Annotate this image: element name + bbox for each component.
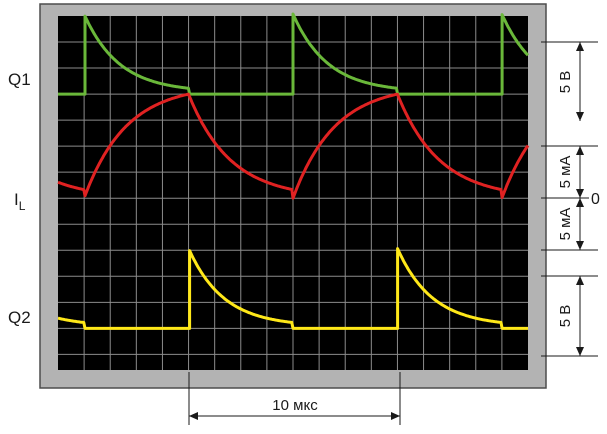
label-il: IL bbox=[14, 190, 26, 213]
label-il-sub: L bbox=[19, 199, 26, 213]
time-marker-arrowheads bbox=[189, 412, 400, 420]
trace-il bbox=[57, 92, 530, 200]
scale-il-zero-label: 0 bbox=[591, 191, 600, 208]
trace-q2 bbox=[57, 247, 529, 330]
scope-traces bbox=[57, 12, 530, 330]
label-il-main: I bbox=[14, 190, 19, 209]
trace-q1 bbox=[57, 12, 530, 96]
scale-q1-label: 5 В bbox=[557, 71, 574, 94]
time-marker-label: 10 мкс bbox=[272, 397, 318, 414]
scale-il-upper-label: 5 мА bbox=[557, 156, 574, 189]
label-q1: Q1 bbox=[8, 70, 31, 89]
time-marker bbox=[188, 372, 401, 425]
scale-arrowheads bbox=[576, 42, 584, 356]
scale-q2-label: 5 В bbox=[557, 305, 574, 328]
scale-il-lower-label: 5 мА bbox=[557, 208, 574, 241]
label-q2: Q2 bbox=[8, 308, 31, 327]
